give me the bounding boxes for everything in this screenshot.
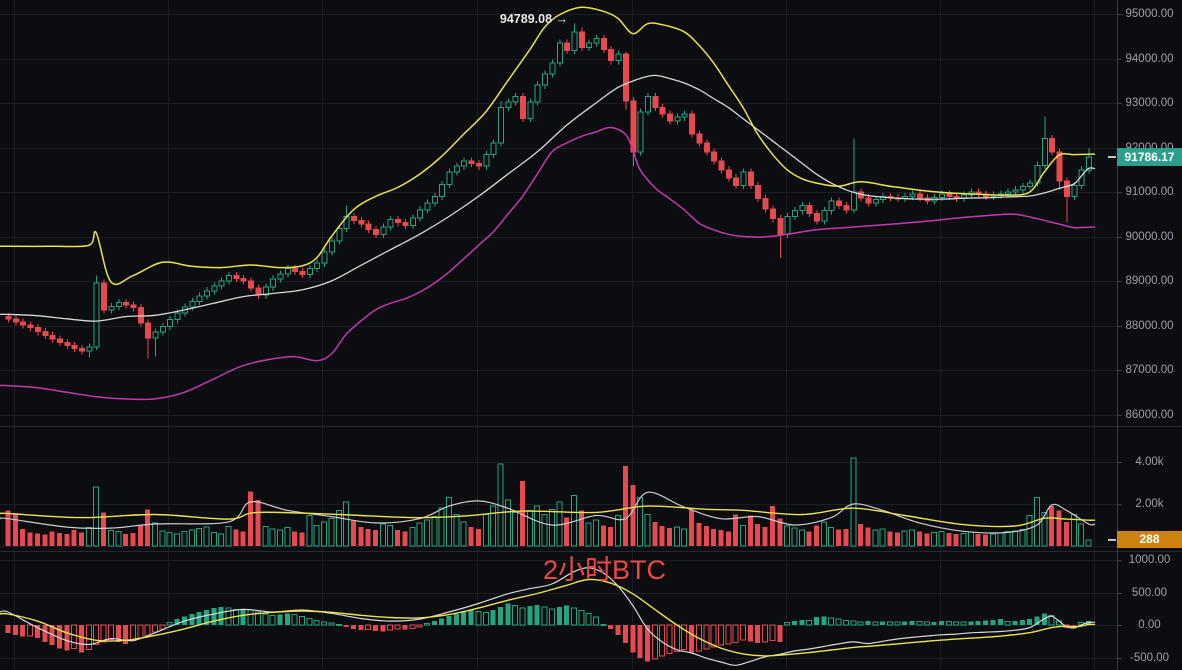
macd-axis-label: 500.00 (1131, 586, 1168, 599)
price-axis-label: 94000.00 (1125, 52, 1174, 65)
price-panel (0, 6, 1096, 401)
price-axis-label: 90000.00 (1125, 230, 1174, 243)
macd-panel (0, 567, 1096, 666)
price-axis-label: 93000.00 (1125, 97, 1174, 109)
price-axis-label: 88000.00 (1125, 319, 1174, 332)
price-axis-label: 87000.00 (1125, 364, 1174, 376)
high-price-label: 94789.08 → (499, 12, 568, 26)
macd-axis-label: 1000.00 (1128, 554, 1171, 566)
grid-lines (0, 0, 1122, 670)
macd-axis-label: 0.00 (1138, 619, 1161, 631)
volume-panel (0, 457, 1096, 547)
last-price-badge: 91786.17 (1117, 148, 1182, 166)
last-volume-badge: 288 (1117, 531, 1182, 548)
price-axis-label: 91000.00 (1125, 186, 1174, 198)
macd-axis-label: -500.00 (1129, 651, 1169, 664)
volume-axis-label: 4.00k (1135, 456, 1164, 468)
price-axis-label: 89000.00 (1125, 275, 1174, 287)
volume-axis-label: 2.00k (1135, 498, 1164, 510)
price-axis-label: 86000.00 (1125, 408, 1174, 421)
price-axis-label: 95000.00 (1125, 8, 1174, 20)
price-scale[interactable]: 91786.17 288 95000.0094000.0093000.00920… (1117, 0, 1182, 670)
timeframe-symbol-label: 2小时BTC (543, 555, 667, 585)
